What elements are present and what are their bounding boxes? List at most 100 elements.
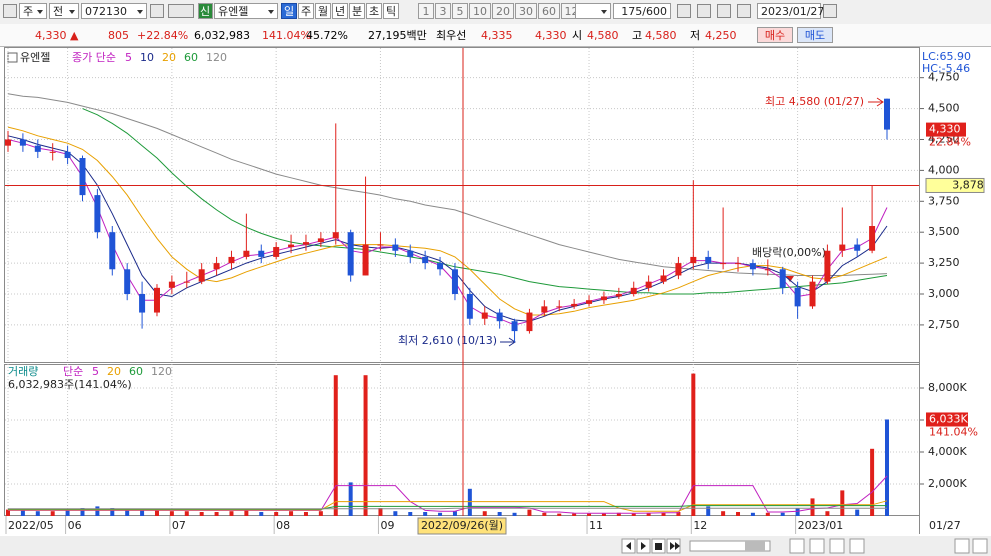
volume-bar — [229, 511, 234, 516]
x-tick-label: 12 — [693, 519, 707, 532]
code-input[interactable]: 072130 — [81, 3, 147, 19]
volume-bar — [199, 512, 204, 516]
period-button[interactable]: 월 — [315, 3, 331, 19]
search-icon[interactable] — [150, 4, 164, 18]
last-volume-box — [926, 412, 968, 427]
price-arrow: ▲ — [70, 29, 79, 42]
blank-select[interactable] — [575, 3, 611, 19]
candle-body — [586, 300, 593, 304]
candle-body — [764, 269, 771, 271]
interval-button[interactable]: 5 — [452, 3, 468, 19]
ma-line — [82, 108, 888, 295]
volume-bar — [527, 509, 532, 516]
open: 4,580 — [587, 29, 619, 42]
interval-button[interactable]: 60 — [538, 3, 560, 19]
save-icon[interactable] — [717, 4, 731, 18]
period-select[interactable]: 주 — [19, 3, 47, 19]
y-tick-label: 4,750 — [928, 71, 960, 84]
candle-body — [526, 312, 533, 332]
y-tick-label: 2,750 — [928, 318, 960, 331]
interval-button[interactable]: 30 — [515, 3, 537, 19]
volume-ma-label: 단순 — [63, 365, 83, 378]
volume-bar — [289, 511, 294, 516]
volume-bar — [140, 509, 145, 516]
interval-button[interactable]: 10 — [469, 3, 491, 19]
y-tick-label: 4,000 — [928, 163, 960, 176]
y-tick-label: 8,000K — [928, 381, 967, 394]
candle-body — [690, 256, 697, 264]
menu-icon[interactable] — [3, 4, 17, 18]
interval-button[interactable]: 3 — [435, 3, 451, 19]
y-tick-label: 2,000K — [928, 477, 967, 490]
volume-bar — [870, 448, 875, 516]
volume-bar — [378, 508, 383, 516]
x-tick-label: 2022/05 — [8, 519, 54, 532]
low-label: 저 — [690, 29, 701, 42]
interval-button[interactable]: 1 — [418, 3, 434, 19]
candle-body — [869, 226, 876, 251]
date-input[interactable]: 2023/01/27 — [757, 3, 824, 19]
change: 805 — [108, 29, 129, 42]
candle-body — [481, 312, 488, 319]
settings-icon[interactable] — [737, 4, 751, 18]
price: 4,330 — [35, 29, 67, 42]
candle-body — [645, 281, 652, 288]
volume-bar — [721, 511, 726, 516]
candle-body — [437, 263, 444, 270]
candle-body — [288, 244, 295, 248]
legend-entry: 10 — [140, 51, 154, 64]
volume-bar — [616, 512, 621, 516]
x-tick-label: 2023/01 — [798, 519, 844, 532]
crosshair-date: 2022/09/26(월) — [421, 519, 503, 532]
period-button[interactable]: 일 — [281, 3, 297, 19]
last-price-box — [926, 122, 966, 137]
last-price-label: 4,330 — [929, 123, 961, 136]
volume-bar — [780, 512, 785, 516]
quote-bar: 4,330 ▲ 805 +22.84% 6,032,983 141.04% 45… — [0, 24, 991, 47]
y-tick-label: 3,000 — [928, 287, 960, 300]
sell-button[interactable]: 매도 — [797, 27, 833, 43]
sound-icon[interactable] — [168, 4, 194, 18]
y-tick-label: 4,500 — [928, 102, 960, 115]
volume-bar — [110, 508, 115, 516]
candle-body — [675, 263, 682, 276]
calendar-icon[interactable] — [823, 4, 837, 18]
candle-body — [139, 294, 146, 313]
volume-bar — [333, 375, 338, 516]
name-input[interactable]: 유엔젤 — [214, 3, 278, 19]
legend-icon[interactable] — [7, 52, 18, 63]
period-button[interactable]: 초 — [366, 3, 382, 19]
mode-select[interactable]: 전 — [49, 3, 79, 19]
candle-body — [779, 269, 786, 288]
candle-body — [213, 263, 220, 270]
candle-body — [615, 294, 622, 297]
candle-body — [660, 275, 667, 282]
count[interactable]: 175/600 — [613, 3, 671, 19]
best-ask: 4,335 — [481, 29, 513, 42]
period-button[interactable]: 틱 — [383, 3, 399, 19]
buy-button[interactable]: 매수 — [757, 27, 793, 43]
period-button[interactable]: 년 — [332, 3, 348, 19]
low-annotation: 최저 2,610 (10/13) — [398, 334, 497, 347]
candle-body — [5, 139, 11, 146]
volume-ratio: 141.04% — [262, 29, 311, 42]
candle-body — [198, 269, 205, 282]
interval-button[interactable]: 20 — [492, 3, 514, 19]
volume-bar — [572, 513, 577, 516]
period-button[interactable]: 주 — [298, 3, 314, 19]
volume-bar — [303, 512, 308, 516]
candle-body — [153, 287, 160, 313]
tool-icon[interactable] — [697, 4, 711, 18]
candle-body — [258, 250, 265, 257]
volume-bar — [750, 512, 755, 516]
volume-bar — [810, 498, 815, 516]
volume-bar — [497, 512, 502, 516]
candle-body — [541, 306, 548, 313]
tool-icon[interactable] — [677, 4, 691, 18]
volume-bar — [736, 512, 741, 516]
scroll-buttons[interactable] — [621, 538, 988, 554]
period-button[interactable]: 분 — [349, 3, 365, 19]
volume-bar — [512, 512, 517, 516]
candle-body — [705, 256, 712, 264]
candle-body — [511, 321, 518, 332]
